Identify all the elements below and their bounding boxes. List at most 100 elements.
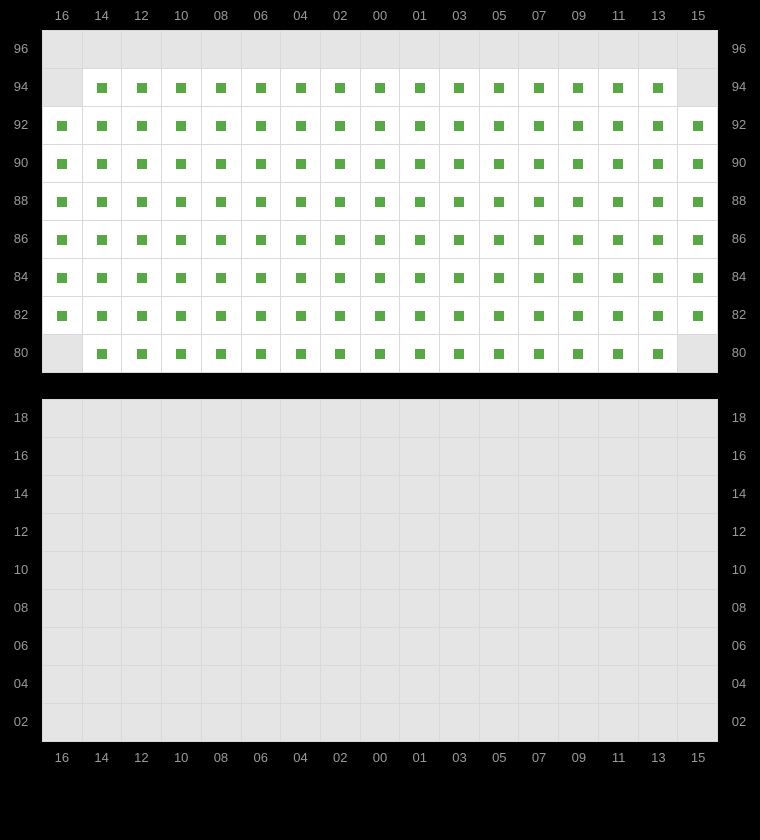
seat-available[interactable]: [678, 221, 718, 259]
seat-available[interactable]: [361, 183, 401, 221]
seat-available[interactable]: [440, 107, 480, 145]
seat-available[interactable]: [122, 107, 162, 145]
seat-available[interactable]: [162, 335, 202, 373]
seat-available[interactable]: [440, 183, 480, 221]
seat-available[interactable]: [559, 259, 599, 297]
seat-available[interactable]: [559, 335, 599, 373]
seat-available[interactable]: [559, 69, 599, 107]
seat-available[interactable]: [480, 145, 520, 183]
seat-available[interactable]: [599, 69, 639, 107]
seat-available[interactable]: [83, 69, 123, 107]
seat-available[interactable]: [400, 221, 440, 259]
seat-available[interactable]: [281, 297, 321, 335]
seat-available[interactable]: [162, 145, 202, 183]
seat-available[interactable]: [83, 145, 123, 183]
seat-available[interactable]: [122, 259, 162, 297]
seat-available[interactable]: [122, 297, 162, 335]
seat-available[interactable]: [519, 145, 559, 183]
seat-available[interactable]: [480, 335, 520, 373]
seat-available[interactable]: [480, 107, 520, 145]
seat-available[interactable]: [400, 183, 440, 221]
seat-available[interactable]: [639, 69, 679, 107]
seat-available[interactable]: [400, 297, 440, 335]
seat-available[interactable]: [83, 335, 123, 373]
seat-available[interactable]: [440, 259, 480, 297]
seat-available[interactable]: [43, 107, 83, 145]
seat-available[interactable]: [202, 183, 242, 221]
seat-available[interactable]: [678, 107, 718, 145]
seat-available[interactable]: [321, 221, 361, 259]
seat-available[interactable]: [678, 183, 718, 221]
seat-available[interactable]: [321, 145, 361, 183]
seat-available[interactable]: [480, 183, 520, 221]
seat-available[interactable]: [559, 297, 599, 335]
seat-available[interactable]: [202, 69, 242, 107]
seat-available[interactable]: [361, 259, 401, 297]
seat-available[interactable]: [678, 297, 718, 335]
seat-available[interactable]: [162, 183, 202, 221]
seat-available[interactable]: [321, 335, 361, 373]
seat-available[interactable]: [162, 221, 202, 259]
seat-available[interactable]: [480, 69, 520, 107]
seat-available[interactable]: [400, 69, 440, 107]
seat-available[interactable]: [162, 297, 202, 335]
seat-available[interactable]: [559, 145, 599, 183]
seat-available[interactable]: [83, 297, 123, 335]
seat-available[interactable]: [122, 69, 162, 107]
seat-available[interactable]: [122, 335, 162, 373]
seat-available[interactable]: [281, 183, 321, 221]
seat-available[interactable]: [519, 297, 559, 335]
seat-available[interactable]: [281, 259, 321, 297]
seat-available[interactable]: [599, 335, 639, 373]
seat-available[interactable]: [400, 335, 440, 373]
seat-available[interactable]: [599, 259, 639, 297]
seat-available[interactable]: [559, 107, 599, 145]
seat-available[interactable]: [440, 145, 480, 183]
seat-available[interactable]: [122, 221, 162, 259]
seat-available[interactable]: [321, 259, 361, 297]
seat-available[interactable]: [639, 297, 679, 335]
seat-available[interactable]: [242, 183, 282, 221]
seat-available[interactable]: [480, 221, 520, 259]
seat-available[interactable]: [639, 145, 679, 183]
seat-available[interactable]: [440, 297, 480, 335]
seat-available[interactable]: [361, 297, 401, 335]
seat-available[interactable]: [519, 221, 559, 259]
seat-available[interactable]: [281, 335, 321, 373]
seat-available[interactable]: [321, 183, 361, 221]
seat-available[interactable]: [599, 107, 639, 145]
seat-available[interactable]: [361, 69, 401, 107]
seat-available[interactable]: [361, 107, 401, 145]
seat-available[interactable]: [83, 107, 123, 145]
seat-available[interactable]: [440, 221, 480, 259]
seat-available[interactable]: [321, 297, 361, 335]
seat-available[interactable]: [43, 183, 83, 221]
seat-available[interactable]: [242, 69, 282, 107]
seat-available[interactable]: [480, 297, 520, 335]
seat-available[interactable]: [519, 335, 559, 373]
seat-available[interactable]: [162, 107, 202, 145]
seat-available[interactable]: [202, 335, 242, 373]
seat-available[interactable]: [639, 259, 679, 297]
seat-available[interactable]: [639, 221, 679, 259]
seat-available[interactable]: [43, 297, 83, 335]
seat-available[interactable]: [519, 69, 559, 107]
seat-available[interactable]: [559, 221, 599, 259]
seat-available[interactable]: [519, 259, 559, 297]
seat-available[interactable]: [43, 221, 83, 259]
seat-available[interactable]: [519, 183, 559, 221]
seat-available[interactable]: [281, 145, 321, 183]
seat-available[interactable]: [321, 107, 361, 145]
seat-available[interactable]: [639, 107, 679, 145]
seat-available[interactable]: [559, 183, 599, 221]
seat-available[interactable]: [519, 107, 559, 145]
seat-available[interactable]: [43, 145, 83, 183]
seat-available[interactable]: [599, 183, 639, 221]
seat-available[interactable]: [202, 107, 242, 145]
seat-available[interactable]: [281, 107, 321, 145]
seat-available[interactable]: [639, 335, 679, 373]
seat-available[interactable]: [599, 221, 639, 259]
seat-available[interactable]: [480, 259, 520, 297]
seat-available[interactable]: [400, 259, 440, 297]
seat-available[interactable]: [242, 335, 282, 373]
